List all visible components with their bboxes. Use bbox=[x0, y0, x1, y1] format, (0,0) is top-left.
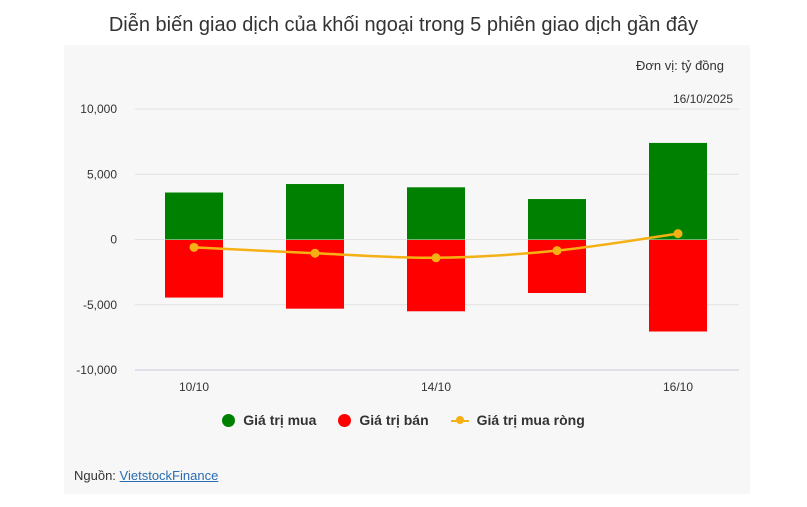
source-link[interactable]: VietstockFinance bbox=[119, 468, 219, 483]
bar-buy[interactable] bbox=[528, 199, 586, 240]
net-point[interactable] bbox=[431, 253, 441, 263]
bar-buy[interactable] bbox=[649, 142, 707, 240]
unit-label: Đơn vị: tỷ đồng bbox=[635, 58, 724, 73]
y-tick-label: 0 bbox=[110, 233, 117, 247]
bar-buy[interactable] bbox=[407, 187, 465, 240]
legend-item-net[interactable]: Giá trị mua ròng bbox=[450, 412, 585, 428]
y-tick-label: -10,000 bbox=[76, 363, 117, 377]
legend-net-marker bbox=[450, 414, 469, 427]
net-point[interactable] bbox=[310, 248, 320, 258]
legend-buy-marker bbox=[222, 413, 236, 427]
legend: Giá trị mua Giá trị bán Giá trị mua ròng bbox=[0, 412, 807, 428]
bar-buy[interactable] bbox=[286, 184, 344, 240]
grid-lines bbox=[135, 108, 739, 371]
net-line bbox=[189, 229, 683, 263]
bar-sell[interactable] bbox=[649, 240, 707, 332]
y-axis-labels: 10,000 5,000 0 -5,000 -10,000 bbox=[76, 102, 117, 377]
x-axis-labels: 10/10 14/10 16/10 bbox=[179, 380, 693, 394]
bar-buy[interactable] bbox=[165, 192, 223, 240]
x-tick-label: 16/10 bbox=[663, 380, 693, 394]
net-point[interactable] bbox=[552, 246, 562, 256]
net-point[interactable] bbox=[189, 242, 199, 252]
legend-sell-marker bbox=[338, 413, 352, 427]
bars bbox=[165, 142, 707, 332]
x-tick-label: 14/10 bbox=[421, 380, 451, 394]
legend-item-buy[interactable]: Giá trị mua bbox=[222, 412, 316, 428]
legend-item-sell[interactable]: Giá trị bán bbox=[338, 412, 429, 428]
legend-sell-label: Giá trị bán bbox=[359, 412, 429, 428]
source-note: Nguồn: VietstockFinance bbox=[74, 468, 218, 483]
bar-sell[interactable] bbox=[407, 240, 465, 312]
legend-net-label: Giá trị mua ròng bbox=[476, 412, 585, 428]
legend-buy-label: Giá trị mua bbox=[243, 412, 317, 428]
y-tick-label: 5,000 bbox=[87, 167, 117, 181]
x-tick-label: 10/10 bbox=[179, 380, 209, 394]
date-label: 16/10/2025 bbox=[672, 92, 733, 106]
net-point[interactable] bbox=[673, 229, 683, 239]
source-prefix: Nguồn: bbox=[74, 468, 120, 483]
y-tick-label: 10,000 bbox=[80, 102, 117, 116]
y-tick-label: -5,000 bbox=[83, 298, 117, 312]
chart-title: Diễn biến giao dịch của khối ngoại trong… bbox=[108, 14, 699, 36]
